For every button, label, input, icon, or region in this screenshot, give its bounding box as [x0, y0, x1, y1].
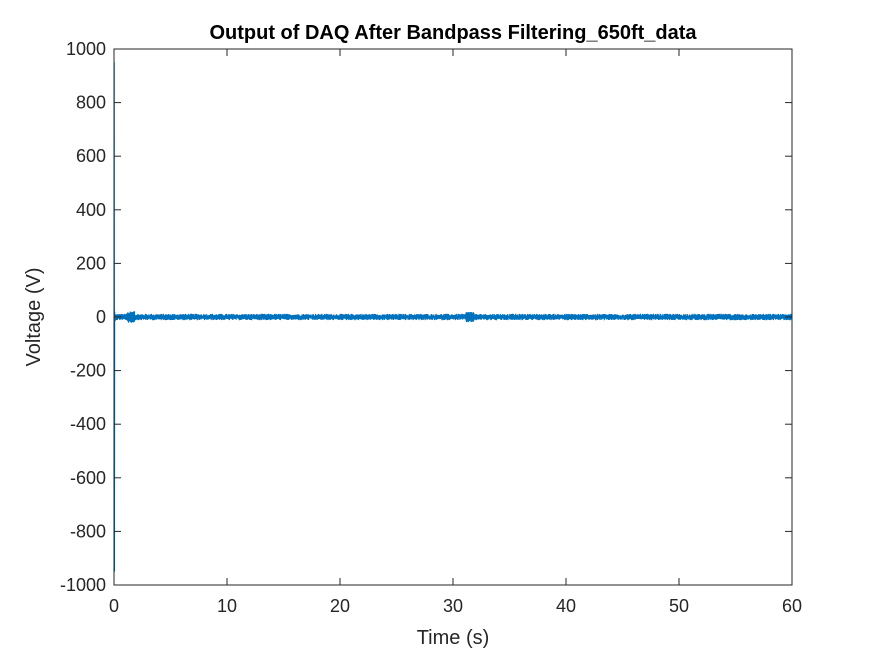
y-tick-label: -400 [70, 414, 106, 434]
chart-title: Output of DAQ After Bandpass Filtering_6… [209, 22, 697, 44]
y-tick-label: 400 [76, 200, 106, 220]
series-layer [114, 62, 792, 572]
y-tick-label: 0 [96, 307, 106, 327]
y-axis-label: Voltage (V) [23, 268, 45, 367]
x-tick-label: 0 [109, 596, 119, 616]
y-tick-label: -800 [70, 521, 106, 541]
y-tick-label: -1000 [60, 575, 106, 595]
x-tick-label: 10 [217, 596, 237, 616]
x-tick-label: 40 [556, 596, 576, 616]
x-tick-label: 20 [330, 596, 350, 616]
x-tick-label: 60 [782, 596, 802, 616]
series-line [114, 62, 792, 572]
y-tick-label: 800 [76, 93, 106, 113]
y-tick-label: 600 [76, 146, 106, 166]
x-axis-label: Time (s) [417, 627, 490, 649]
y-tick-label: 200 [76, 253, 106, 273]
y-tick-label: -200 [70, 361, 106, 381]
x-tick-label: 30 [443, 596, 463, 616]
y-tick-label: 1000 [66, 39, 106, 59]
axes-layer: 0 10 20 30 40 50 60 -1000 -800 -600 -400 -200 0 200 40… [60, 39, 802, 616]
x-tick-label: 50 [669, 596, 689, 616]
y-tick-label: -600 [70, 468, 106, 488]
